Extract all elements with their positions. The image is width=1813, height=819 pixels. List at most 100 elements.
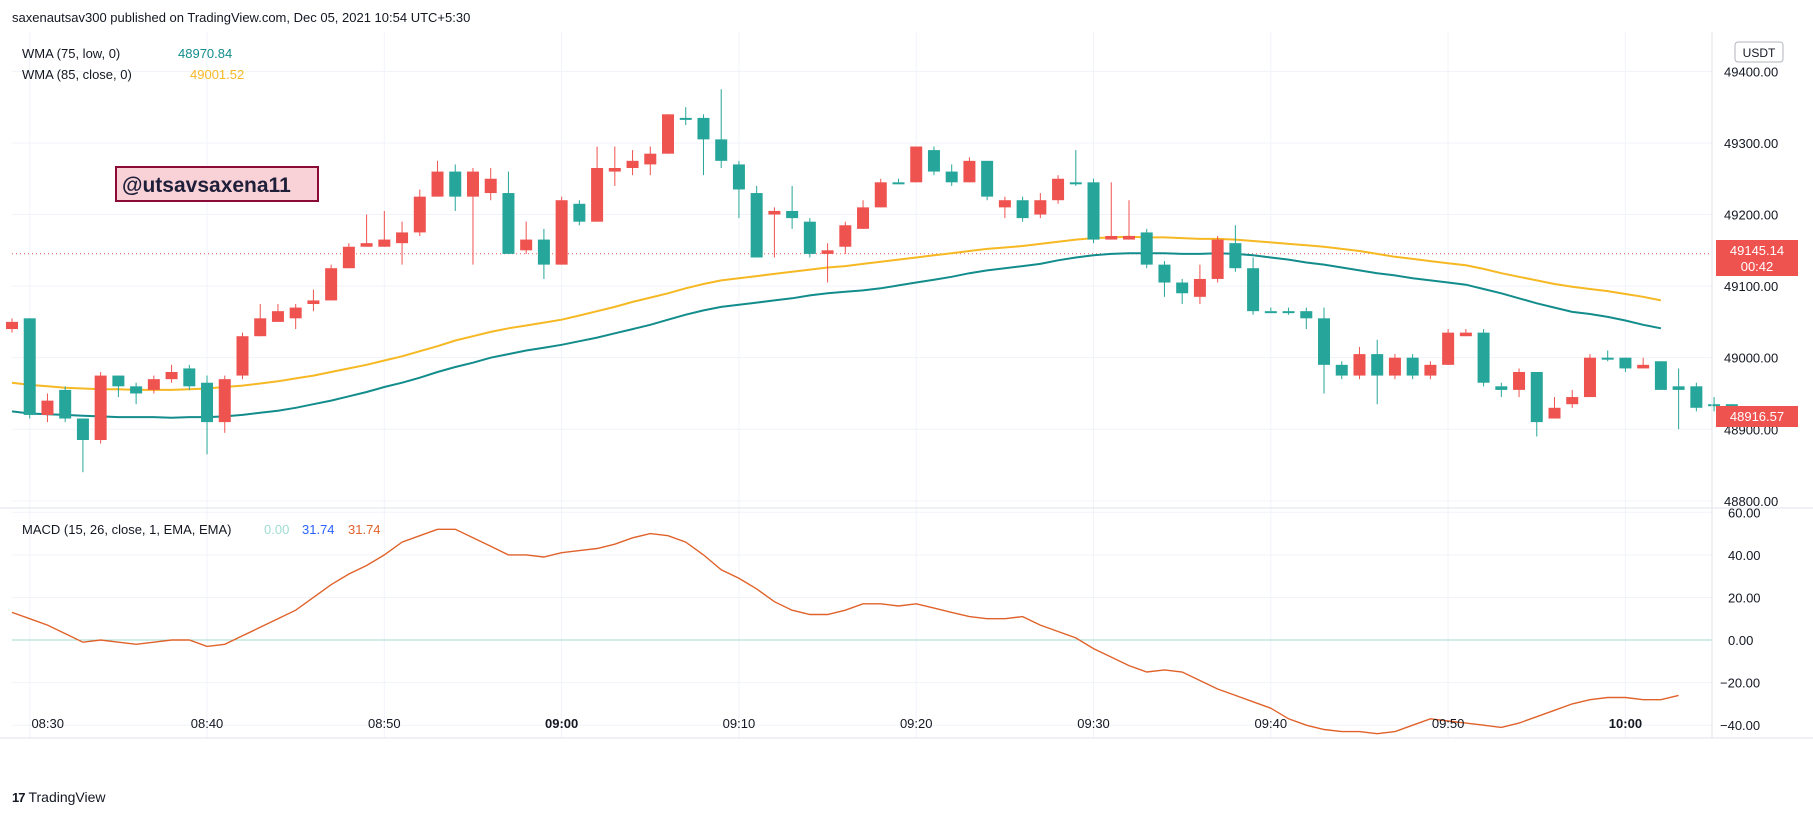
candle [573,200,586,226]
candle-body [1513,372,1526,390]
candle-body [271,311,284,322]
candle-body [360,243,373,247]
candle-body [1672,386,1685,390]
candle [23,318,36,419]
candle [1566,389,1579,408]
candle-body [963,160,976,183]
candle-body [1264,311,1277,314]
candle [165,364,178,383]
price-line-tag [1716,240,1798,276]
candle [821,243,834,283]
candle-body [573,203,586,222]
candle-body [94,375,107,440]
candle-body [1353,354,1366,376]
candle-body [342,246,355,269]
candle [981,160,994,201]
macd-tick-label: 20.00 [1728,590,1761,605]
macd-line [11,528,1679,735]
candle [750,185,763,258]
candle-body [59,389,72,419]
macd-tick-label: −20.00 [1720,676,1760,691]
candle [1442,329,1455,365]
candle-body [1442,332,1455,365]
candle-body [254,318,267,337]
candle-body [520,239,533,251]
watermark-text: @utsavsaxena11 [122,174,291,197]
candle-body [1069,182,1082,185]
candle [271,304,284,322]
candle [803,218,816,258]
candle-body [1548,407,1561,419]
candle-body [1140,232,1153,265]
candle-body [537,239,550,265]
candle [874,178,887,208]
price-line-value: 49145.14 [1730,243,1784,258]
candle [112,375,125,398]
x-tick-label: 08:50 [368,716,401,731]
candle [857,200,870,229]
candle-body [1406,357,1419,376]
candle-body [413,196,426,233]
candle [1459,329,1472,337]
candle [1211,236,1224,283]
candle [236,332,249,380]
candle [254,304,267,337]
candle [1193,264,1206,304]
tradingview-logo-icon: 17 [12,789,26,805]
axes-layer: 08:30 08:40 08:50 09:00 09:10 09:20 09:30 09:40… [0,32,1813,739]
candle [1654,361,1667,390]
candle-body [555,200,568,265]
candle [1335,361,1348,380]
candle [466,168,479,265]
candle [1069,150,1082,186]
candle [945,164,958,186]
candle [1016,196,1029,222]
candle [396,221,409,265]
candle-body [981,160,994,197]
candle [342,243,355,269]
candle-body [1016,200,1029,219]
publish-header: saxenautsav300 published on TradingView.… [12,10,471,25]
tradingview-brand[interactable]: 17 TradingView [12,789,106,805]
candles-layer [6,89,1738,473]
candle [1495,382,1508,398]
currency-badge[interactable] [1734,41,1784,63]
candle [1229,225,1242,272]
candle-body [1318,318,1331,365]
candle [1122,200,1135,240]
candle-body [1371,354,1384,376]
candle [218,375,231,433]
candle-body [608,168,621,172]
candle [626,150,639,176]
candle-body [378,239,391,247]
x-tick-label: 09:50 [1432,716,1465,731]
candle-body [484,178,497,194]
candle-body [803,221,816,254]
candle [1619,357,1632,372]
candle-body [998,200,1011,208]
candle-body [1122,236,1135,240]
trading-chart[interactable]: 08:30 08:40 08:50 09:00 09:10 09:20 09:30 09:40… [0,32,1813,782]
brand-label: TradingView [28,789,106,805]
candle-body [1619,357,1632,369]
candle-body [449,171,462,197]
macd-layer [11,528,1712,735]
candle-body [910,146,923,183]
candle [1406,354,1419,380]
candle [1087,178,1100,244]
candle-body [41,400,54,415]
candle-body [147,379,160,390]
candle [1690,382,1703,412]
candle-body [466,171,479,197]
candle [697,114,710,176]
moving-average-layer [11,235,1712,419]
candle-body [1708,404,1721,407]
candle [147,375,160,394]
candle [1052,175,1065,204]
candle-body [1052,178,1065,201]
chart-container[interactable]: 08:30 08:40 08:50 09:00 09:10 09:20 09:30 09:40… [0,32,1813,787]
overlay-layer: WMA (75, low, 0) 48970.84 WMA (85, close… [22,41,1798,537]
x-tick-label: 09:30 [1077,716,1110,731]
candle-body [1459,332,1472,337]
candle-body [325,268,338,301]
